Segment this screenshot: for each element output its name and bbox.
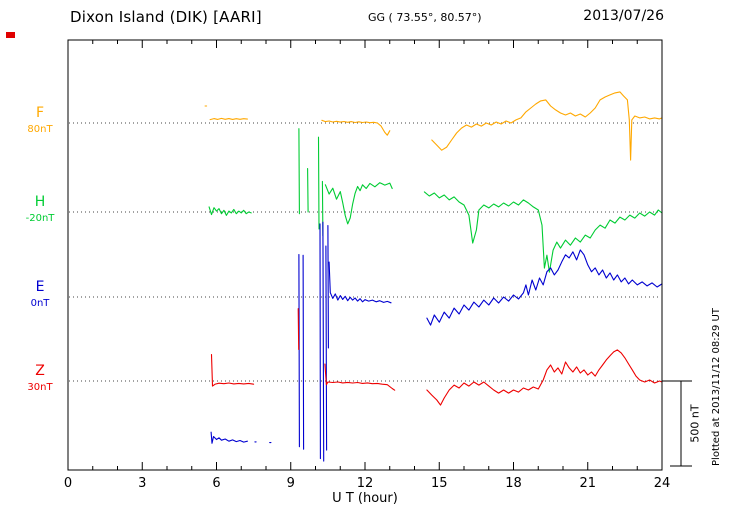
plot-title: Dixon Island (DIK) [AARI]	[70, 8, 262, 26]
x-tick-label: 9	[287, 476, 295, 491]
corner-mark	[6, 32, 15, 38]
x-tick-label: 15	[431, 476, 448, 491]
plotted-at-note: Plotted at 2013/11/12 08:29 UT	[711, 308, 722, 466]
comp-unit-F: 80nT	[27, 124, 53, 135]
comp-unit-E: 0nT	[30, 298, 50, 309]
series-F-trace	[209, 117, 248, 121]
comp-label-F: F	[35, 105, 45, 121]
x-tick-label: 3	[138, 476, 146, 491]
series-H-trace	[423, 191, 663, 273]
series-E-trace	[325, 245, 328, 451]
comp-unit-Z: 30nT	[27, 382, 53, 393]
series-Z-trace	[210, 354, 255, 387]
series-E-trace	[210, 431, 248, 444]
x-tick-label: 0	[64, 476, 72, 491]
geographic-coordinates: GG ( 73.55°, 80.57°)	[368, 11, 482, 24]
series-E-trace	[298, 253, 300, 448]
series-E-trace	[426, 249, 663, 326]
series-E-trace	[327, 225, 329, 349]
series-Z-trace	[426, 349, 663, 406]
comp-label-Z: Z	[35, 363, 45, 379]
series-E-trace	[328, 261, 392, 304]
series-E-trace	[302, 254, 305, 450]
x-tick-label: 6	[212, 476, 220, 491]
x-tick-label: 24	[654, 476, 671, 491]
series-H-trace	[317, 136, 320, 230]
x-tick-label: 12	[357, 476, 374, 491]
comp-unit-H: -20nT	[25, 213, 55, 224]
series-F-trace	[431, 91, 663, 161]
series-Z-trace	[297, 308, 300, 351]
series-H-trace	[324, 182, 393, 225]
comp-label-E: E	[35, 279, 45, 295]
x-tick-label: 18	[505, 476, 522, 491]
series-H-trace	[307, 168, 309, 213]
x-axis-label: U T (hour)	[332, 491, 398, 506]
series-H-trace	[298, 128, 300, 215]
series-E-trace	[322, 221, 325, 462]
x-tick-label: 21	[579, 476, 596, 491]
plot-date: 2013/07/26	[583, 8, 664, 24]
series-F-trace	[321, 119, 391, 136]
scale-bar-label: 500 nT	[688, 404, 702, 443]
series-Z-trace	[324, 363, 396, 391]
series-H-trace	[208, 206, 252, 216]
comp-label-H: H	[34, 194, 46, 210]
plot-frame	[67, 39, 663, 471]
